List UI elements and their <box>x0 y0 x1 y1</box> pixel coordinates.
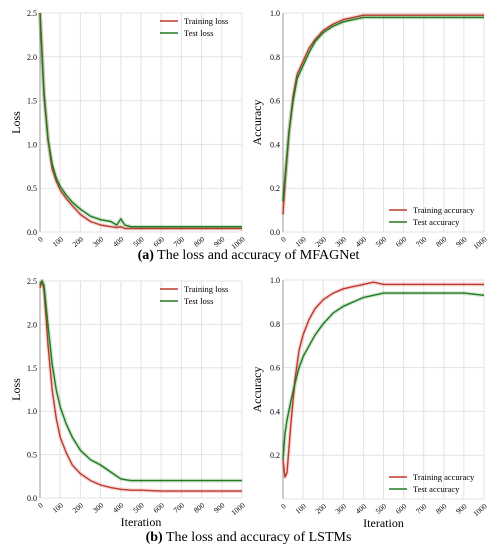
lstm-accuracy-xtick-label: 0 <box>279 501 288 510</box>
mfagnet-loss-ytick-label: 1.0 <box>27 140 37 149</box>
mfagnet-loss-ytick-label: 0.0 <box>27 228 37 237</box>
mfagnet-accuracy-xtick-label: 900 <box>454 234 469 248</box>
mfagnet-loss-xtick-label: 600 <box>151 234 166 248</box>
lstm-accuracy-xtick-label: 300 <box>334 501 349 515</box>
lstm-loss-xtick-label: 100 <box>50 500 65 514</box>
mfagnet-accuracy-legend-label: Test accuracy <box>413 217 460 227</box>
lstm-accuracy-series-line <box>282 292 485 460</box>
mfagnet-accuracy-legend-label: Training accuracy <box>413 205 475 215</box>
lstm-accuracy-ylabel: Accuracy <box>250 367 264 413</box>
lstm-loss-ytick-label: 2.0 <box>27 320 37 329</box>
lstm-loss-xtick-label: 1000 <box>229 500 246 517</box>
mfagnet-loss-ytick-label: 2.0 <box>27 53 37 62</box>
lstm-accuracy-ytick-label: 0.6 <box>270 364 280 373</box>
mfagnet-loss-ylabel: Loss <box>9 111 23 134</box>
lstm-loss-xlabel: Iteration <box>121 515 162 529</box>
mfagnet-accuracy-ytick-label: 1.0 <box>270 9 280 18</box>
mfagnet-accuracy-ytick-label: 0.4 <box>270 140 280 149</box>
mfagnet-accuracy-xtick-label: 700 <box>414 234 429 248</box>
lstm-accuracy-xtick-label: 500 <box>374 501 389 515</box>
mfagnet-accuracy-chart: 0 100 200 300 400 500 600 700 800 900 10000.00.20.… <box>250 9 489 251</box>
mfagnet-accuracy-series-line <box>282 16 484 202</box>
lstm-loss-ytick-label: 2.5 <box>27 277 37 286</box>
mfagnet-loss-xtick-label: 800 <box>192 234 207 248</box>
mfagnet-loss-ytick-label: 0.5 <box>27 184 37 193</box>
lstm-accuracy-xtick-label: 800 <box>434 501 449 515</box>
mfagnet-loss-ytick-label: 2.5 <box>27 9 37 18</box>
mfagnet-accuracy-xtick-label: 300 <box>334 234 349 248</box>
mfagnet-accuracy-ytick-label: 0.6 <box>270 97 280 106</box>
lstm-loss-xtick-label: 500 <box>131 500 146 514</box>
lstm-accuracy-ytick-label: 0.2 <box>270 451 280 460</box>
mfagnet-loss-series-line <box>39 12 242 230</box>
lstm-loss-xtick-label: 400 <box>111 500 126 514</box>
mfagnet-accuracy-xtick-label: 100 <box>293 234 308 248</box>
lstm-accuracy-chart: 0 100 200 300 400 500 600 700 800 900 1000 0.2 0.4 0.… <box>250 276 489 530</box>
mfagnet-accuracy-ylabel: Accuracy <box>250 100 264 146</box>
lstm-loss-ytick-label: 1.5 <box>27 364 37 373</box>
lstm-loss-xtick-label: 0 <box>36 500 45 509</box>
mfagnet-loss-ytick-label: 1.5 <box>27 97 37 106</box>
lstm-loss-xtick-label: 600 <box>151 500 166 514</box>
mfagnet-loss-xtick-label: 500 <box>131 234 146 248</box>
lstm-accuracy-xlabel: Iteration <box>363 516 404 530</box>
mfagnet-loss-xtick-label: 400 <box>111 234 126 248</box>
lstm-accuracy-legend-label: Test accuracy <box>413 484 460 494</box>
caption-a-text: The loss and accuracy of MFAGNet <box>157 248 360 263</box>
mfagnet-accuracy-xtick-label: 500 <box>374 234 389 248</box>
lstm-loss-ytick-label: 0.5 <box>27 451 37 460</box>
lstm-loss-ylabel: Loss <box>9 378 23 401</box>
mfagnet-accuracy-xtick-label: 400 <box>354 234 369 248</box>
mfagnet-loss-legend-label: Training loss <box>184 16 228 26</box>
lstm-accuracy-xtick-label: 700 <box>414 501 429 515</box>
lstm-accuracy-ytick-label: 0.4 <box>270 407 280 416</box>
lstm-accuracy-xtick-label: 1000 <box>471 501 488 518</box>
lstm-loss-ytick-label: 0.0 <box>27 494 37 503</box>
lstm-accuracy-ytick-label: 0.8 <box>270 320 280 329</box>
mfagnet-accuracy-xtick-label: 0 <box>279 234 288 243</box>
mfagnet-accuracy-xtick-label: 200 <box>313 234 328 248</box>
lstm-loss-xtick-label: 700 <box>172 500 187 514</box>
lstm-loss-legend-label: Training loss <box>184 284 228 294</box>
mfagnet-loss-series-line <box>39 12 242 228</box>
lstm-loss-chart: 0 100 200 300 400 500 600 700 800 900 1000 0.0 0.5 1.… <box>9 277 247 529</box>
lstm-accuracy-ytick-label: 1.0 <box>270 276 280 285</box>
lstm-accuracy-series-line <box>282 281 484 478</box>
caption-a-prefix: (a) <box>137 248 154 263</box>
mfagnet-loss-chart: 0 100 200 300 400 500 600 700 800 900 10000.00.51.… <box>9 9 247 251</box>
lstm-accuracy-xtick-label: 200 <box>313 501 328 515</box>
lstm-loss-ytick-label: 1.0 <box>27 407 37 416</box>
lstm-loss-series-line <box>39 280 242 482</box>
caption-b-text: The loss and accuracy of LSTMs <box>165 530 352 545</box>
lstm-accuracy-xtick-label: 900 <box>454 501 469 515</box>
mfagnet-loss-legend-label: Test loss <box>184 28 213 38</box>
lstm-loss-series-line <box>39 280 242 492</box>
lstm-accuracy-xtick-label: 600 <box>394 501 409 515</box>
mfagnet-loss-xtick-label: 0 <box>36 234 45 243</box>
caption-a: (a) The loss and accuracy of MFAGNet <box>0 248 497 264</box>
mfagnet-accuracy-ytick-label: 0.8 <box>270 53 280 62</box>
lstm-loss-legend-label: Test loss <box>184 296 213 306</box>
lstm-loss-xtick-label: 900 <box>212 500 227 514</box>
mfagnet-accuracy-ytick-label: 0.2 <box>270 184 280 193</box>
mfagnet-loss-xtick-label: 700 <box>172 234 187 248</box>
mfagnet-accuracy-xtick-label: 600 <box>394 234 409 248</box>
mfagnet-accuracy-series-line <box>282 14 484 215</box>
lstm-accuracy-xtick-label: 400 <box>354 501 369 515</box>
mfagnet-accuracy-xtick-label: 800 <box>434 234 449 248</box>
lstm-loss-xtick-label: 300 <box>91 500 106 514</box>
mfagnet-loss-xtick-label: 200 <box>71 234 86 248</box>
mfagnet-accuracy-ytick-label: 0.0 <box>270 228 280 237</box>
lstm-accuracy-legend-label: Training accuracy <box>413 472 475 482</box>
mfagnet-loss-xtick-label: 300 <box>91 234 106 248</box>
lstm-loss-xtick-label: 800 <box>192 500 207 514</box>
mfagnet-loss-xtick-label: 100 <box>50 234 65 248</box>
caption-b-prefix: (b) <box>145 530 163 545</box>
lstm-loss-xtick-label: 200 <box>71 500 86 514</box>
mfagnet-loss-xtick-label: 900 <box>212 234 227 248</box>
caption-b: (b) The loss and accuracy of LSTMs <box>0 530 497 546</box>
lstm-accuracy-xtick-label: 100 <box>293 501 308 515</box>
